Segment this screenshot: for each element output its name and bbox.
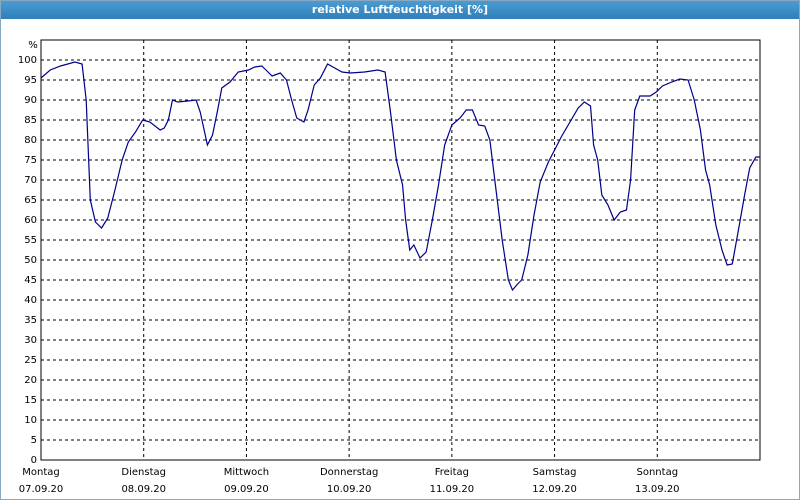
data-line <box>40 61 760 292</box>
x-tick-date: 12.09.20 <box>532 484 577 495</box>
y-tick-label: 35 <box>24 315 37 326</box>
x-tick-date: 13.09.20 <box>635 484 680 495</box>
y-tick-label: 25 <box>24 355 37 366</box>
x-tick-label: Mittwoch <box>224 467 269 478</box>
y-tick-label: 20 <box>24 375 37 386</box>
x-tick-date: 10.09.20 <box>327 484 372 495</box>
y-tick-label: 0 <box>31 455 37 466</box>
y-tick-label: 40 <box>24 295 37 306</box>
plot-frame <box>40 39 761 461</box>
x-tick-date: 09.09.20 <box>224 484 269 495</box>
y-tick-label: 100 <box>18 55 37 66</box>
y-tick-label: 90 <box>24 95 37 106</box>
y-tick-label: 80 <box>24 135 37 146</box>
x-tick-date: 08.09.20 <box>121 484 166 495</box>
x-tick-label: Donnerstag <box>320 467 378 478</box>
x-tick-label: Samstag <box>533 467 577 478</box>
y-axis-label: % <box>28 40 38 51</box>
y-tick-label: 30 <box>24 335 37 346</box>
y-tick-label: 50 <box>24 255 37 266</box>
x-tick-date: 07.09.20 <box>19 484 64 495</box>
y-tick-label: 60 <box>24 215 37 226</box>
x-tick-label: Freitag <box>435 467 469 478</box>
y-tick-label: 70 <box>24 175 37 186</box>
y-tick-label: 85 <box>24 115 37 126</box>
y-tick-label: 10 <box>24 415 37 426</box>
y-tick-label: 55 <box>24 235 37 246</box>
y-tick-label: 5 <box>31 435 37 446</box>
title-bar: relative Luftfeuchtigkeit [%] <box>1 1 799 19</box>
x-tick-label: Sonntag <box>637 467 679 478</box>
y-tick-label: 45 <box>24 275 37 286</box>
y-tick-label: 65 <box>24 195 37 206</box>
y-tick-label: 95 <box>24 75 37 86</box>
y-tick-label: 75 <box>24 155 37 166</box>
x-tick-label: Montag <box>22 467 59 478</box>
y-tick-label: 15 <box>24 395 37 406</box>
x-tick-label: Dienstag <box>121 467 166 478</box>
chart: % 0 5 10 15 20 25 30 35 40 45 50 55 60 65 70 75 80 85 90 95… <box>18 39 761 495</box>
x-tick-date: 11.09.20 <box>430 484 475 495</box>
